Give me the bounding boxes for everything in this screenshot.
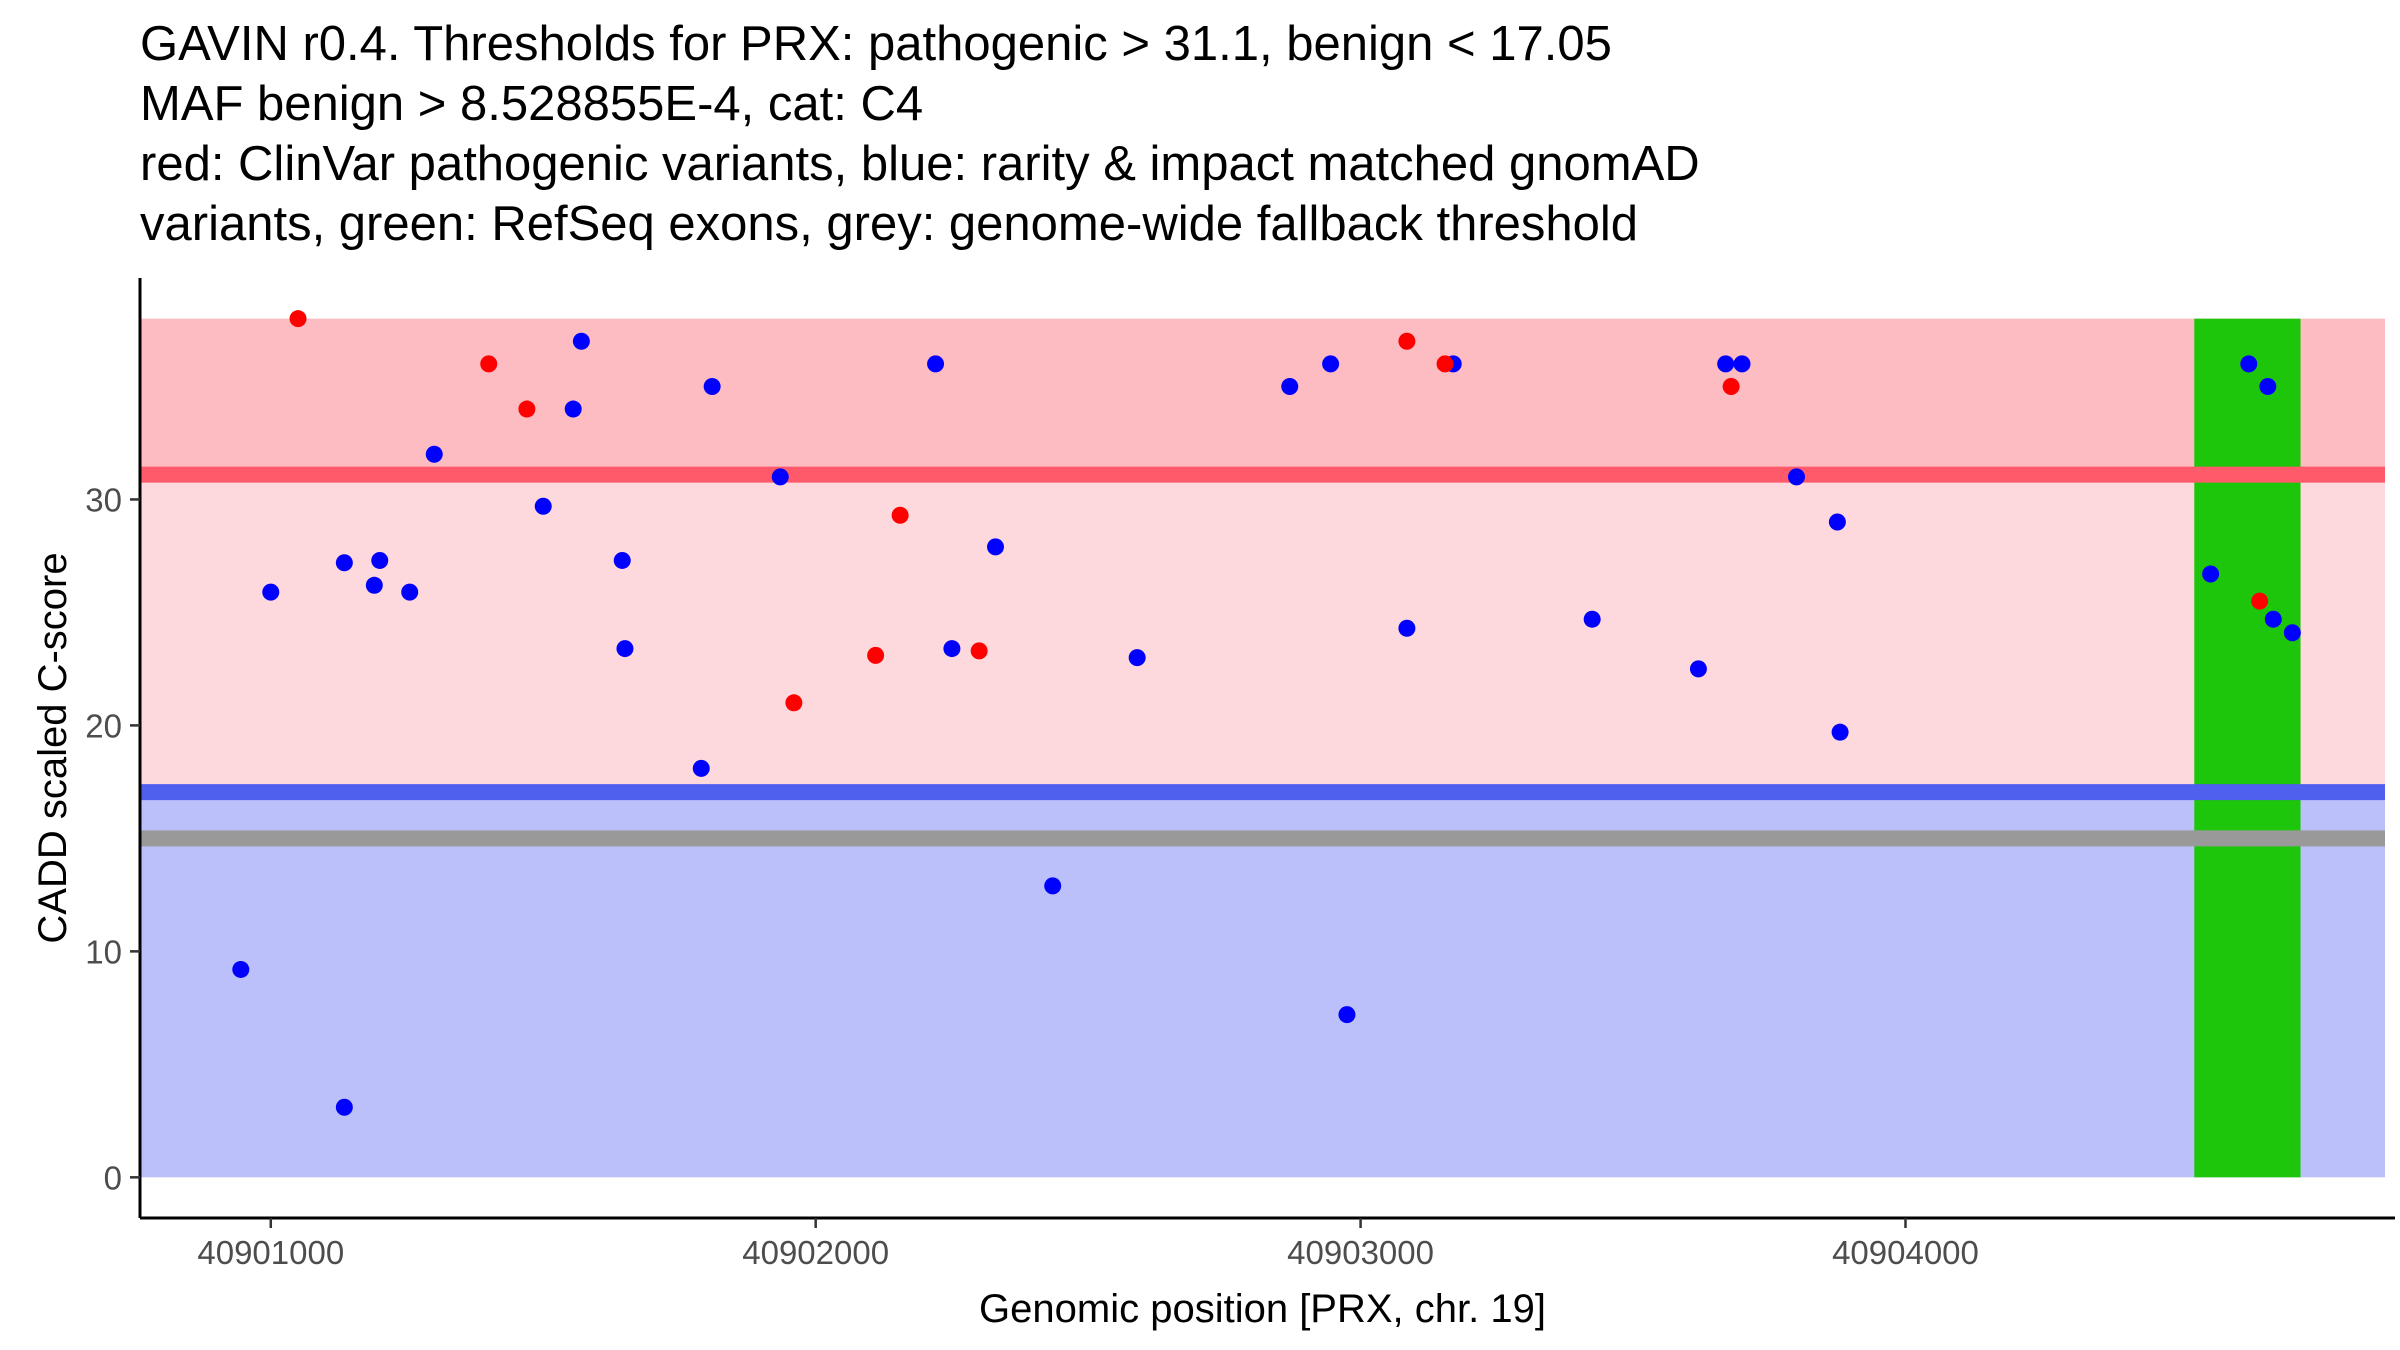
gnomad-point [771, 468, 789, 486]
intermediate-band [140, 474, 2385, 793]
benign-band [140, 792, 2385, 1178]
pathogenic-high-band [140, 318, 2385, 475]
gnomad-point [335, 1098, 353, 1116]
gnomad-point [232, 960, 250, 978]
gnomad-point [425, 445, 443, 463]
threshold-lines [140, 466, 2385, 847]
gnomad-point [613, 551, 631, 569]
gnomad-point [1689, 660, 1707, 678]
gnomad-point [2283, 624, 2301, 642]
gnomad-point [401, 583, 419, 601]
gnomad-point [927, 355, 945, 373]
y-tick-label: 0 [104, 1159, 122, 1196]
gnomad-point [1831, 723, 1849, 741]
gnomad-point [616, 640, 634, 658]
gnomad-point [365, 576, 383, 594]
gnomad-point [1128, 649, 1146, 667]
clinvar-point [518, 400, 536, 418]
variant-points [232, 310, 2301, 1116]
gnomad-point [1828, 513, 1846, 531]
gnomad-point [1322, 355, 1340, 373]
gnomad-point [1044, 877, 1062, 895]
axes: 0 10 20 30 40901000 40902000 40903000 40904000 [85, 278, 2395, 1271]
clinvar-point [1722, 377, 1740, 395]
gnomad-point [1733, 355, 1751, 373]
gnomad-point [986, 538, 1004, 556]
y-tick-label: 20 [85, 707, 122, 744]
x-tick-label: 40902000 [742, 1234, 889, 1271]
clinvar-point [867, 646, 885, 664]
gnomad-point [564, 400, 582, 418]
clinvar-point [480, 355, 498, 373]
clinvar-point [785, 694, 803, 712]
gnomad-point [1788, 468, 1806, 486]
refseq-exon [2194, 318, 2301, 1178]
x-axis-title: Genomic position [PRX, chr. 19] [979, 1287, 1546, 1331]
chart-title: GAVIN r0.4. Thresholds for PRX: pathogen… [140, 14, 2380, 254]
y-tick-label: 30 [85, 481, 122, 518]
gnomad-point [1398, 619, 1416, 637]
gnomad-point [2240, 355, 2258, 373]
clinvar-point [1398, 332, 1416, 350]
gnomad-point [1281, 377, 1299, 395]
clinvar-point [2251, 592, 2269, 610]
gnomad-point [692, 759, 710, 777]
gnomad-point [572, 332, 590, 350]
y-tick-label: 10 [85, 933, 122, 970]
x-tick-label: 40901000 [197, 1234, 344, 1271]
gnomad-point [371, 551, 389, 569]
gnomad-point [2202, 565, 2220, 583]
gnomad-point [534, 497, 552, 515]
x-tick-label: 40904000 [1832, 1234, 1979, 1271]
title-line-4: variants, green: RefSeq exons, grey: gen… [140, 197, 1639, 251]
title-line-3: red: ClinVar pathogenic variants, blue: … [140, 137, 1700, 191]
y-axis-title: CADD scaled C-score [31, 552, 75, 943]
title-line-2: MAF benign > 8.528855E-4, cat: C4 [140, 77, 924, 131]
clinvar-point [289, 310, 307, 328]
title-line-1: GAVIN r0.4. Thresholds for PRX: pathogen… [140, 17, 1612, 71]
threshold-bands [140, 318, 2385, 1178]
clinvar-point [1436, 355, 1454, 373]
gnomad-point [262, 583, 280, 601]
gnomad-point [2259, 377, 2277, 395]
clinvar-point [970, 642, 988, 660]
gnomad-point [1717, 355, 1735, 373]
gnomad-point [1338, 1006, 1356, 1024]
gnomad-point [335, 554, 353, 572]
gnomad-point [703, 377, 721, 395]
x-tick-label: 40903000 [1287, 1234, 1434, 1271]
clinvar-point [891, 506, 909, 524]
exon-regions [2194, 318, 2301, 1178]
gnomad-point [1583, 610, 1601, 628]
gnomad-point [2264, 610, 2282, 628]
gnomad-point [943, 640, 961, 658]
